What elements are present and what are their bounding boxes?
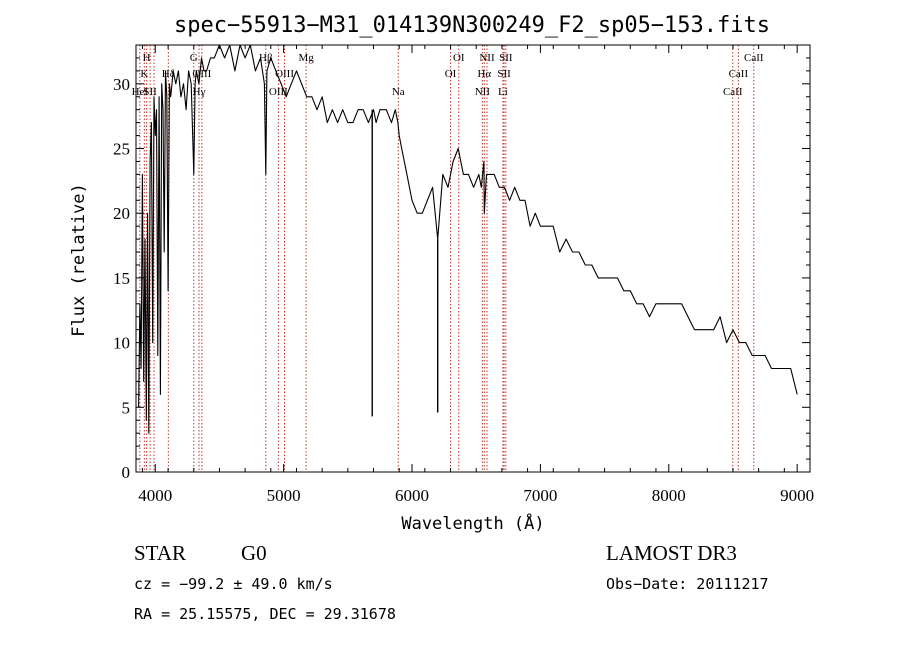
- line-marker-label: NII: [475, 86, 491, 98]
- coordinates: RA = 25.15575, DEC = 29.31678: [134, 605, 396, 623]
- line-marker-label: CaII: [729, 68, 749, 80]
- y-axis-ticks: 0 5 10 15 20 25 30: [113, 44, 810, 482]
- x-tick-label: 4000: [138, 486, 172, 505]
- line-marker-label: SII: [143, 86, 157, 98]
- redshift-info: cz = −99.2 ± 49.0 km/s: [134, 575, 333, 593]
- y-axis-label: Flux (relative): [69, 183, 89, 337]
- line-marker-label: Li: [498, 86, 508, 98]
- chart-title: spec−55913−M31_014139N300249_F2_sp05−153…: [174, 13, 770, 38]
- line-marker-labels: HeIKHSIIHδGHγOIIIHβOIIIOIIIMgNaOIOINIIHα…: [132, 52, 764, 98]
- line-marker-label: SII: [497, 68, 511, 80]
- spectrum-line: [138, 44, 798, 434]
- spectrum-series: [138, 44, 798, 434]
- line-marker-label: OIII: [269, 86, 288, 98]
- y-tick-label: 5: [122, 398, 131, 417]
- line-marker-label: Na: [392, 86, 405, 98]
- x-tick-label: 9000: [780, 486, 814, 505]
- y-tick-label: 25: [113, 140, 130, 159]
- y-tick-label: 0: [122, 463, 131, 482]
- line-marker-label: OI: [453, 52, 465, 64]
- plot-frame: [135, 44, 811, 473]
- line-marker-label: SII: [499, 52, 513, 64]
- line-marker-label: NII: [479, 52, 495, 64]
- obs-date: Obs−Date: 20111217: [606, 575, 769, 593]
- object-class: STAR: [134, 541, 186, 565]
- x-tick-label: 8000: [652, 486, 686, 505]
- line-marker-label: OI: [445, 68, 457, 80]
- line-marker-label: G: [190, 52, 198, 64]
- x-axis-ticks: 4000 5000 6000 7000 8000 9000: [138, 45, 814, 505]
- survey-name: LAMOST DR3: [606, 541, 737, 565]
- line-marker-label: K: [140, 68, 148, 80]
- line-marker-label: H: [143, 52, 151, 64]
- y-tick-label: 10: [113, 334, 130, 353]
- line-markers: [139, 45, 755, 472]
- y-tick-label: 20: [113, 204, 130, 223]
- line-marker-label: Hα: [477, 68, 491, 80]
- x-tick-label: 5000: [267, 486, 301, 505]
- line-marker-label: OIII: [275, 68, 294, 80]
- line-marker-label: Mg: [298, 52, 314, 64]
- x-axis-label: Wavelength (Å): [401, 512, 544, 534]
- x-tick-label: 7000: [523, 486, 557, 505]
- y-tick-label: 30: [113, 75, 130, 94]
- line-marker-label: Hγ: [193, 86, 206, 98]
- line-marker-label: CaII: [723, 86, 743, 98]
- object-subclass: G0: [241, 541, 267, 565]
- y-tick-label: 15: [113, 269, 130, 288]
- line-marker-label: CaII: [744, 52, 764, 64]
- x-tick-label: 6000: [395, 486, 429, 505]
